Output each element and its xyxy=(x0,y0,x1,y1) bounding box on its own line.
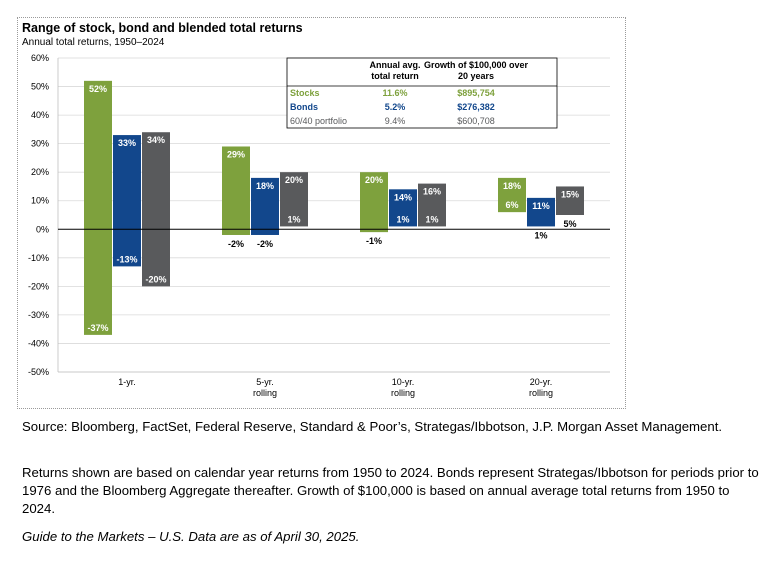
source-note: Source: Bloomberg, FactSet, Federal Rese… xyxy=(22,419,723,434)
y-axis-ticks: -50% -40% -30% -20% -10% 0% 10% 20% 30% 40% 50% 60% xyxy=(28,53,49,377)
data-label-low: -1% xyxy=(366,236,382,246)
table-row-label: 60/40 portfolio xyxy=(290,116,347,126)
y-tick-label: 30% xyxy=(31,139,49,149)
bar-60-40-portfolio xyxy=(142,132,170,287)
x-category-label: rolling xyxy=(253,388,277,398)
range-bar-chart: -50% -40% -30% -20% -10% 0% 10% 20% 30% 40% 50% 60%… xyxy=(28,53,610,398)
returns-table: Annual avg.total return Growth of $100,00… xyxy=(286,57,558,129)
table-row-avg: 9.4% xyxy=(385,116,406,126)
data-label-low: -20% xyxy=(145,274,166,284)
table-row-growth: $895,754 xyxy=(457,88,495,98)
x-category-label: 5-yr. xyxy=(256,377,274,387)
data-label-low: 1% xyxy=(287,214,300,224)
x-category-label: rolling xyxy=(391,388,415,398)
data-label-low: -37% xyxy=(87,323,108,333)
y-tick-label: -30% xyxy=(28,310,49,320)
data-label-high: 20% xyxy=(285,175,303,185)
data-label-high: 15% xyxy=(561,189,579,199)
data-label-low: 1% xyxy=(534,230,547,240)
table-row-growth: $276,382 xyxy=(457,102,495,112)
x-category-label: 20-yr. xyxy=(530,377,553,387)
data-label-low: 1% xyxy=(396,214,409,224)
table-header-growth: Growth of $100,000 over xyxy=(424,60,529,70)
bars xyxy=(58,80,610,335)
y-tick-label: -40% xyxy=(28,338,49,348)
y-tick-label: -10% xyxy=(28,253,49,263)
table-header-growth: 20 years xyxy=(458,71,494,81)
x-category-label: rolling xyxy=(529,388,553,398)
data-label-high: 29% xyxy=(227,149,245,159)
chart-subtitle: Annual total returns, 1950–2024 xyxy=(22,37,165,48)
data-label-low: 1% xyxy=(425,214,438,224)
data-label-low: 5% xyxy=(563,219,576,229)
data-label-high: 18% xyxy=(503,181,521,191)
y-tick-label: 10% xyxy=(31,196,49,206)
chart-title: Range of stock, bond and blended total r… xyxy=(22,21,303,35)
y-tick-label: 0% xyxy=(36,224,49,234)
bar-bonds xyxy=(389,189,417,227)
y-tick-label: -50% xyxy=(28,367,49,377)
data-label-high: 34% xyxy=(147,135,165,145)
x-category-label: 10-yr. xyxy=(392,377,415,387)
data-label-high: 20% xyxy=(365,175,383,185)
data-label-high: 16% xyxy=(423,187,441,197)
data-label-high: 52% xyxy=(89,84,107,94)
x-category-label: 1-yr. xyxy=(118,377,136,387)
data-label-low: -2% xyxy=(257,239,273,249)
table-row-label: Stocks xyxy=(290,88,320,98)
x-axis-categories: 1-yr. 5-yr.rolling10-yr.rolling20-yr.roll… xyxy=(118,377,553,398)
table-header-avg: total return xyxy=(371,71,419,81)
bar-stocks xyxy=(498,177,526,213)
bar-60-40-portfolio xyxy=(556,186,584,215)
data-label-low: -13% xyxy=(116,254,137,264)
data-label-high: 33% xyxy=(118,138,136,148)
bar-bonds xyxy=(527,197,555,227)
table-row-avg: 5.2% xyxy=(385,102,406,112)
data-labels: 52% -37% 33% -13% 34% -20% 29% -2% 18% -2% 20% 1% 20… xyxy=(87,84,579,333)
guide-note: Guide to the Markets – U.S. Data are as … xyxy=(22,529,360,544)
table-box xyxy=(286,57,558,129)
data-label-high: 18% xyxy=(256,181,274,191)
table-row-label: Bonds xyxy=(290,102,318,112)
bar-bonds xyxy=(251,177,279,235)
y-tick-label: 60% xyxy=(31,53,49,63)
bar-stocks xyxy=(360,172,388,233)
table-row-avg: 11.6% xyxy=(382,88,407,98)
data-label-high: 14% xyxy=(394,192,412,202)
y-tick-label: 50% xyxy=(31,82,49,92)
bar-60-40-portfolio xyxy=(280,172,308,227)
y-tick-label: 40% xyxy=(31,110,49,120)
y-tick-label: -20% xyxy=(28,281,49,291)
table-row-growth: $600,708 xyxy=(457,116,495,126)
data-label-high: 11% xyxy=(532,201,550,211)
bar-stocks xyxy=(222,146,250,235)
methodology-note: Returns shown are based on calendar year… xyxy=(22,465,759,516)
chart-frame xyxy=(17,17,626,409)
bar-bonds xyxy=(113,135,141,267)
data-label-low: -2% xyxy=(228,239,244,249)
bar-stocks xyxy=(84,80,112,335)
y-tick-label: 20% xyxy=(31,167,49,177)
table-header-avg: Annual avg. xyxy=(369,60,420,70)
data-label-low: 6% xyxy=(505,200,518,210)
bar-60-40-portfolio xyxy=(418,183,446,227)
